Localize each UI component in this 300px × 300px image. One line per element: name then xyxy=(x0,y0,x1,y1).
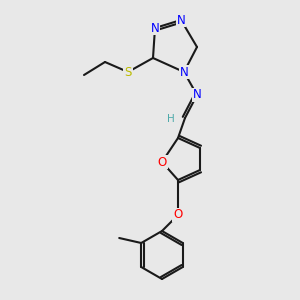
Text: H: H xyxy=(167,114,175,124)
Text: N: N xyxy=(180,65,188,79)
Text: N: N xyxy=(193,88,201,101)
Text: O: O xyxy=(158,155,166,169)
Text: N: N xyxy=(177,14,185,26)
Text: N: N xyxy=(151,22,159,34)
Text: S: S xyxy=(124,65,132,79)
Text: O: O xyxy=(173,208,183,221)
